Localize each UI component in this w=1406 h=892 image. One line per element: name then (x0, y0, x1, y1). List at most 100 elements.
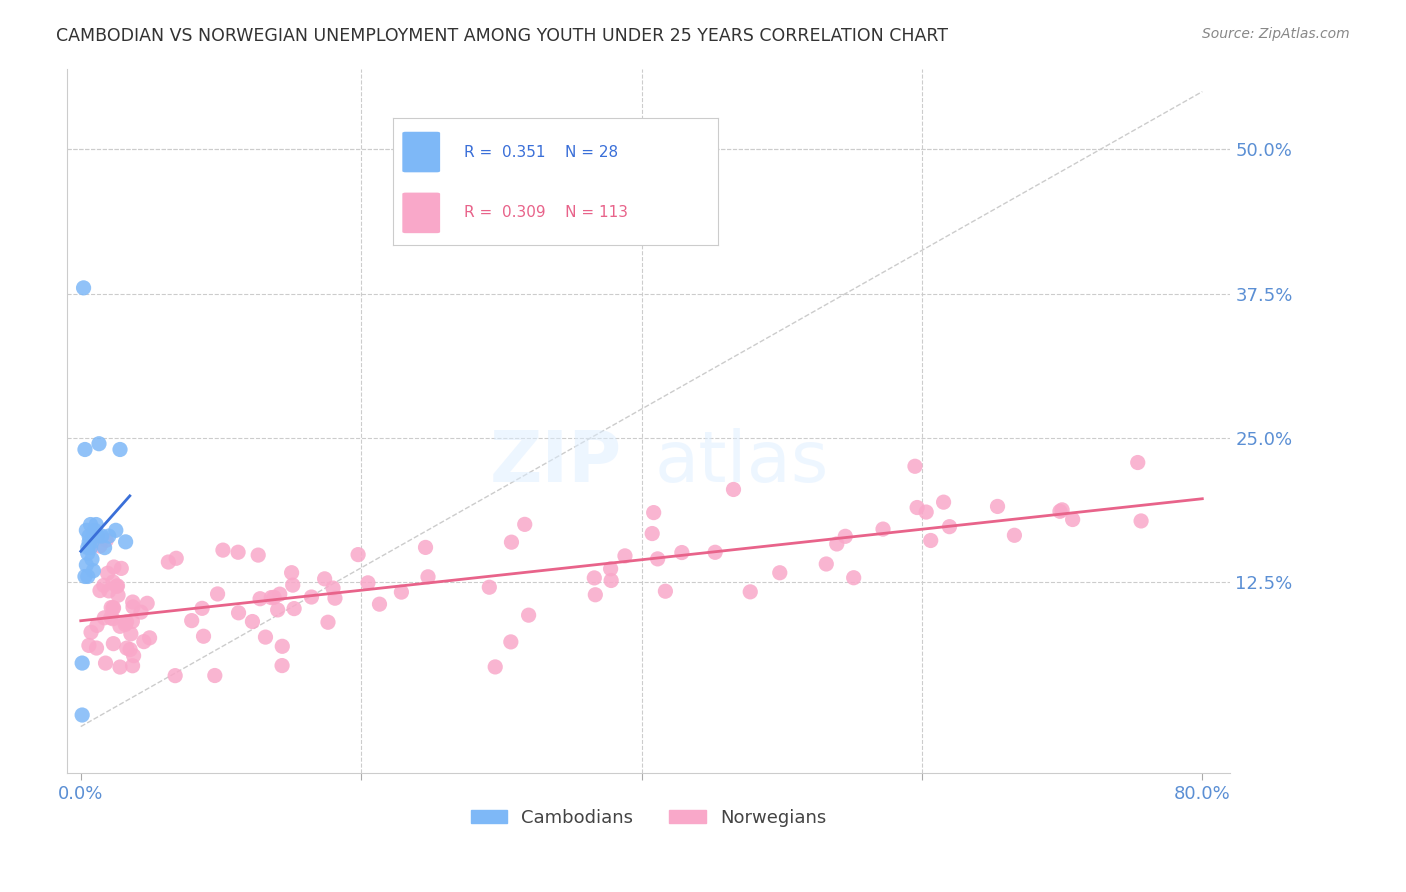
Norwegians (484, 660, 506, 674)
Norwegians (254, 630, 277, 644)
Norwegians (212, 543, 235, 558)
Norwegians (122, 648, 145, 663)
Norwegians (120, 627, 142, 641)
Norwegians (1126, 456, 1149, 470)
Norwegians (704, 545, 727, 559)
Norwegians (368, 597, 391, 611)
Cambodians (76, 546, 98, 560)
Norwegians (1002, 528, 1025, 542)
Norwegians (101, 574, 124, 589)
Norwegians (93, 611, 115, 625)
Norwegians (103, 560, 125, 574)
Cambodians (79, 517, 101, 532)
Norwegians (825, 537, 848, 551)
Norwegians (905, 500, 928, 515)
Text: Source: ZipAtlas.com: Source: ZipAtlas.com (1202, 27, 1350, 41)
Norwegians (723, 483, 745, 497)
Norwegians (920, 533, 942, 548)
Norwegians (643, 506, 665, 520)
Norwegians (271, 658, 294, 673)
Norwegians (86, 618, 108, 632)
Norwegians (478, 580, 501, 594)
Norwegians (266, 603, 288, 617)
Norwegians (114, 617, 136, 632)
Cambodians (70, 708, 93, 723)
Norwegians (165, 668, 187, 682)
Norwegians (165, 551, 187, 566)
Norwegians (904, 459, 927, 474)
Norwegians (121, 658, 143, 673)
Norwegians (103, 637, 125, 651)
Cambodians (75, 558, 97, 572)
Cambodians (77, 534, 100, 549)
Norwegians (263, 591, 285, 605)
Norwegians (599, 562, 621, 576)
Norwegians (191, 601, 214, 615)
Cambodians (82, 564, 104, 578)
Norwegians (269, 587, 291, 601)
Cambodians (84, 517, 107, 532)
Norwegians (314, 572, 336, 586)
Norwegians (1130, 514, 1153, 528)
Norwegians (107, 579, 129, 593)
Norwegians (101, 600, 124, 615)
Norwegians (247, 548, 270, 562)
Norwegians (138, 631, 160, 645)
Norwegians (89, 539, 111, 553)
Norwegians (86, 640, 108, 655)
Norwegians (204, 668, 226, 682)
Legend: Cambodians, Norwegians: Cambodians, Norwegians (464, 802, 834, 834)
Norwegians (932, 495, 955, 509)
Cambodians (93, 541, 115, 555)
Norwegians (415, 541, 437, 555)
Norwegians (207, 587, 229, 601)
Norwegians (121, 595, 143, 609)
Norwegians (100, 610, 122, 624)
Norwegians (129, 605, 152, 619)
Text: CAMBODIAN VS NORWEGIAN UNEMPLOYMENT AMONG YOUTH UNDER 25 YEARS CORRELATION CHART: CAMBODIAN VS NORWEGIAN UNEMPLOYMENT AMON… (56, 27, 948, 45)
Norwegians (100, 600, 122, 615)
Norwegians (613, 549, 636, 563)
Norwegians (132, 634, 155, 648)
Norwegians (501, 535, 523, 549)
Cambodians (80, 552, 103, 566)
Norwegians (280, 566, 302, 580)
Cambodians (77, 529, 100, 543)
Cambodians (70, 656, 93, 670)
Cambodians (76, 541, 98, 555)
Norwegians (226, 545, 249, 559)
Norwegians (872, 522, 894, 536)
Norwegians (513, 517, 536, 532)
Norwegians (647, 552, 669, 566)
Norwegians (842, 571, 865, 585)
Text: atlas: atlas (654, 428, 828, 498)
Norwegians (180, 614, 202, 628)
Norwegians (89, 583, 111, 598)
Norwegians (249, 591, 271, 606)
Norwegians (260, 591, 283, 605)
Norwegians (120, 642, 142, 657)
Norwegians (986, 500, 1008, 514)
Norwegians (105, 579, 128, 593)
Norwegians (1062, 512, 1084, 526)
Cambodians (83, 524, 105, 538)
Cambodians (73, 442, 96, 457)
Norwegians (242, 615, 264, 629)
Norwegians (94, 656, 117, 670)
Norwegians (271, 640, 294, 654)
Norwegians (115, 615, 138, 629)
Norwegians (583, 571, 606, 585)
Norwegians (108, 660, 131, 674)
Norwegians (136, 596, 159, 610)
Norwegians (281, 578, 304, 592)
Cambodians (76, 569, 98, 583)
Cambodians (79, 541, 101, 555)
Norwegians (110, 561, 132, 575)
Norwegians (357, 575, 380, 590)
Norwegians (77, 639, 100, 653)
Norwegians (600, 574, 623, 588)
Norwegians (1050, 503, 1073, 517)
Cambodians (72, 281, 94, 295)
Norwegians (97, 566, 120, 581)
Norwegians (834, 529, 856, 543)
